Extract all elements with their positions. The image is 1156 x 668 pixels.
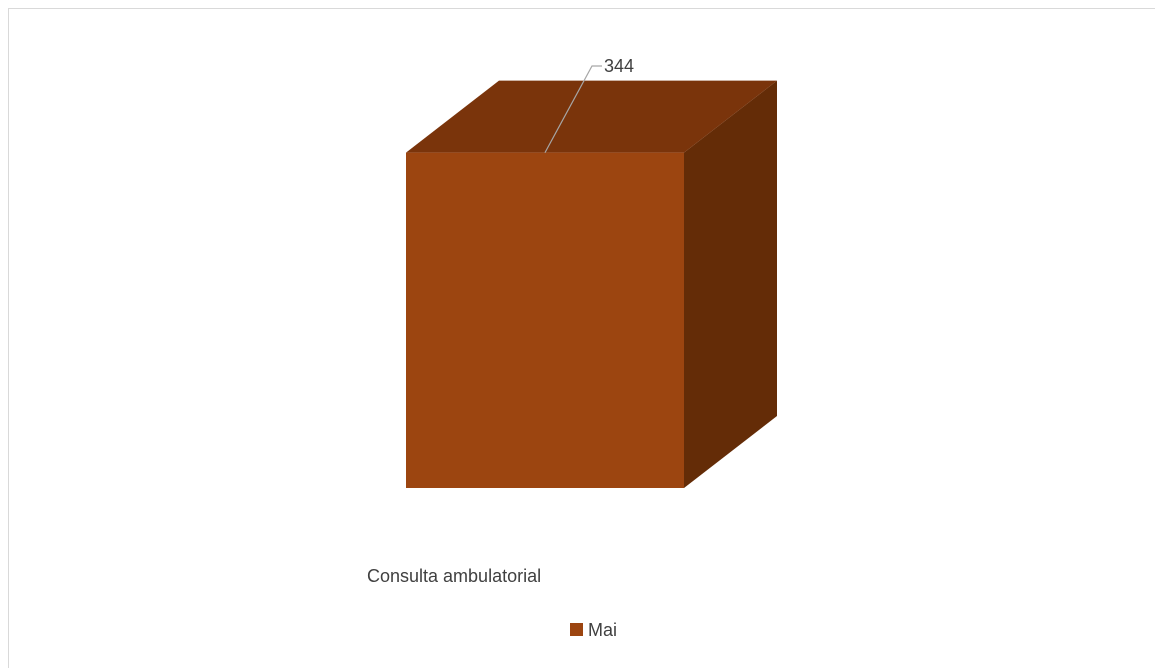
- bar: [406, 80, 777, 488]
- data-label: 344: [604, 56, 634, 76]
- bar-side-face: [684, 80, 777, 488]
- bar-top-face: [406, 80, 777, 153]
- bars-layer: [406, 80, 777, 488]
- legend-swatch: [570, 623, 583, 636]
- category-label: Consulta ambulatorial: [367, 566, 541, 586]
- bar-front-face: [406, 152, 684, 488]
- legend: Mai: [570, 620, 617, 640]
- data-label-leader-line: [544, 65, 602, 153]
- legend-entry-mai: Mai: [588, 620, 617, 640]
- labels-layer: 344: [544, 56, 634, 153]
